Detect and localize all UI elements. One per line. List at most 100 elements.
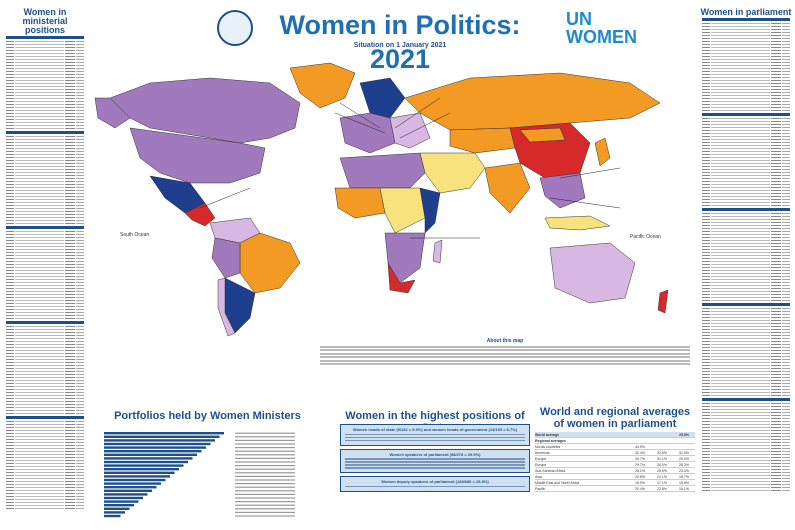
table-cell — [702, 65, 710, 66]
table-cell — [6, 481, 14, 482]
table-cell — [6, 505, 14, 506]
table-cell — [782, 475, 790, 476]
table-cell — [65, 478, 75, 479]
table-cell — [711, 308, 770, 309]
table-cell — [771, 166, 781, 167]
portfolio-bar — [104, 486, 157, 489]
table-cell — [702, 47, 710, 48]
table-cell — [76, 148, 84, 149]
table-cell — [711, 377, 770, 378]
average-row: Sub-Saharan Africa 25.1% 25.5% 23.4% — [535, 468, 695, 474]
table-cell — [702, 418, 710, 419]
table-cell — [15, 448, 64, 449]
table-cell — [771, 487, 781, 488]
table-cell — [782, 412, 790, 413]
table-cell — [782, 308, 790, 309]
table-cell — [6, 214, 14, 215]
table-cell — [76, 481, 84, 482]
table-row — [6, 311, 84, 314]
table-cell — [15, 71, 64, 72]
table-cell — [711, 181, 770, 182]
table-cell — [6, 410, 14, 411]
table-cell — [76, 199, 84, 200]
table-cell — [711, 445, 770, 446]
table-row — [702, 100, 790, 103]
table-cell — [65, 484, 75, 485]
table-cell — [76, 178, 84, 179]
table-cell — [6, 80, 14, 81]
table-row — [702, 168, 790, 171]
table-row — [6, 236, 84, 239]
table-cell — [771, 86, 781, 87]
table-cell — [711, 383, 770, 384]
table-cell — [702, 279, 710, 280]
table-cell — [15, 469, 64, 470]
table-cell — [15, 451, 64, 452]
table-cell — [711, 472, 770, 473]
text-line — [320, 345, 690, 348]
portfolio-label-line — [235, 479, 295, 481]
table-cell — [65, 41, 75, 42]
text-line — [320, 352, 690, 355]
world-map: South Ocean Pacific Ocean — [90, 58, 698, 338]
table-cell — [702, 83, 710, 84]
table-cell — [15, 217, 64, 218]
table-cell — [65, 220, 75, 221]
table-cell — [15, 460, 64, 461]
table-cell — [782, 368, 790, 369]
table-cell — [702, 261, 710, 262]
table-row — [6, 423, 84, 426]
table-cell — [76, 249, 84, 250]
table-cell — [15, 395, 64, 396]
portfolio-bar — [104, 453, 197, 456]
table-cell — [76, 478, 84, 479]
table-cell — [6, 460, 14, 461]
table-row — [6, 233, 84, 236]
table-cell — [6, 59, 14, 60]
text-line — [320, 363, 690, 365]
table-row — [702, 156, 790, 159]
region-madagascar — [432, 239, 443, 264]
table-cell — [702, 157, 710, 158]
table-cell — [702, 121, 710, 122]
table-cell — [782, 101, 790, 102]
table-cell — [15, 151, 64, 152]
table-cell — [65, 365, 75, 366]
table-cell — [76, 246, 84, 247]
table-row — [6, 317, 84, 320]
table-row — [702, 138, 790, 141]
table-cell — [702, 297, 710, 298]
table-cell — [711, 65, 770, 66]
table-cell — [771, 338, 781, 339]
table-cell — [76, 430, 84, 431]
parliament-table — [702, 18, 790, 492]
table-cell — [702, 258, 710, 259]
table-cell — [702, 285, 710, 286]
ocean-label: South Ocean — [120, 232, 149, 238]
table-cell — [15, 398, 64, 399]
portfolio-label-line — [235, 508, 295, 510]
table-cell — [76, 472, 84, 473]
table-cell — [711, 62, 770, 63]
table-row — [6, 210, 84, 213]
table-row — [702, 275, 790, 278]
table-cell — [782, 133, 790, 134]
table-cell — [6, 151, 14, 152]
table-cell — [702, 193, 710, 194]
table-cell — [6, 309, 14, 310]
table-cell — [65, 282, 75, 283]
table-cell — [771, 415, 781, 416]
table-cell — [711, 469, 770, 470]
table-cell — [76, 166, 84, 167]
table-row — [6, 314, 84, 317]
table-cell — [771, 65, 781, 66]
average-value: 20.8% — [635, 474, 645, 479]
table-cell — [15, 261, 64, 262]
table-cell — [15, 427, 64, 428]
table-cell — [6, 199, 14, 200]
table-cell — [711, 436, 770, 437]
table-cell — [65, 410, 75, 411]
table-cell — [6, 279, 14, 280]
table-cell — [711, 77, 770, 78]
table-cell — [6, 303, 14, 304]
